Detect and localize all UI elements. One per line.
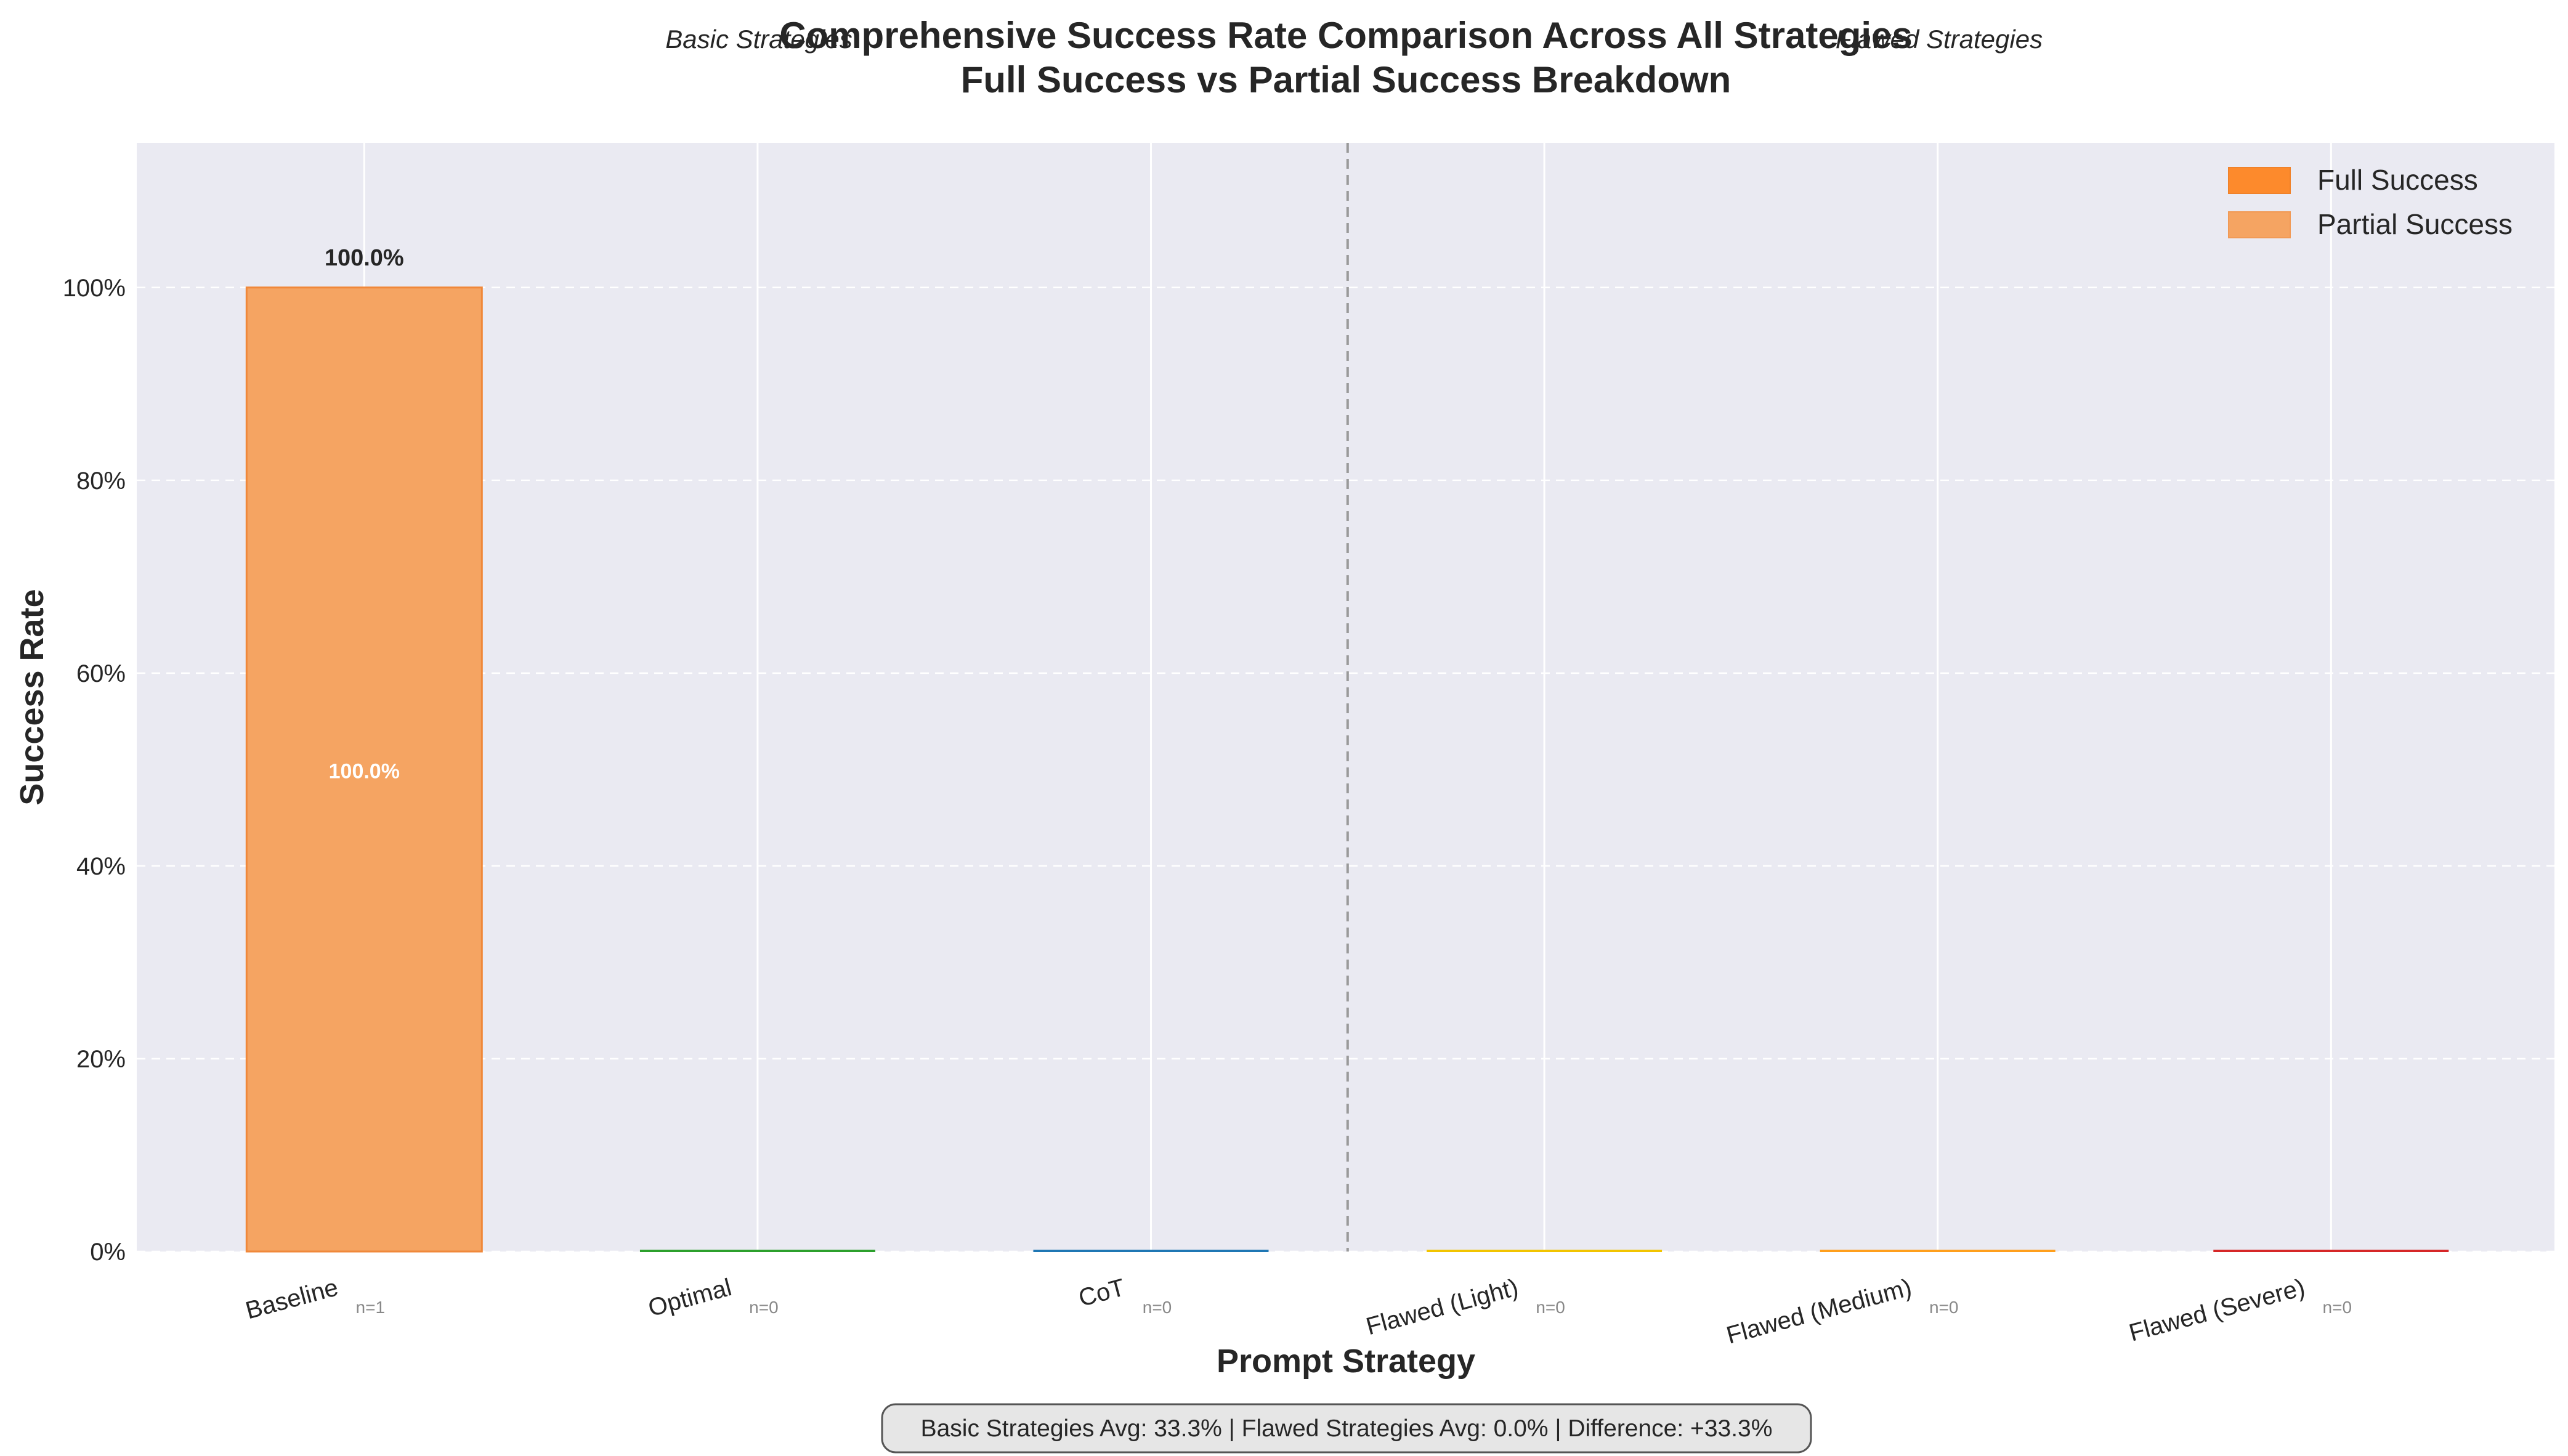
count-label-4: n=0	[1929, 1298, 1959, 1317]
legend: Full Success Partial Success	[2228, 164, 2513, 240]
y-tick-label: 0%	[90, 1239, 126, 1266]
y-tick-label: 100%	[63, 275, 126, 302]
chart-title-line2: Full Success vs Partial Success Breakdow…	[961, 59, 1732, 100]
x-tick-label-3: Flawed (Light)	[1363, 1274, 1521, 1340]
count-label-5: n=0	[2323, 1298, 2352, 1317]
legend-label-full-success: Full Success	[2317, 164, 2478, 196]
bar-inside-label-0: 100.0%	[329, 759, 400, 783]
y-tick-label: 60%	[76, 660, 126, 687]
summary-box-background	[881, 1403, 1812, 1454]
x-tick-label-1: Optimal	[646, 1274, 735, 1322]
y-tick-label: 40%	[76, 853, 126, 880]
bars	[245, 286, 2449, 1253]
group-label-flawed: Flawed Strategies	[1836, 25, 2043, 54]
plot-area	[137, 143, 2554, 1252]
legend-label-partial-success: Partial Success	[2317, 208, 2513, 240]
count-label-2: n=0	[1143, 1298, 1172, 1317]
x-tick-label-5: Flawed (Severe)	[2126, 1274, 2308, 1346]
y-tick-label: 20%	[76, 1046, 126, 1073]
x-tick-label-4: Flawed (Medium)	[1723, 1274, 1914, 1349]
bar-partial-success-0	[245, 286, 483, 1253]
legend-swatch-partial-success	[2228, 211, 2291, 238]
count-label-1: n=0	[749, 1298, 779, 1317]
y-axis-title: Success Rate	[14, 589, 51, 805]
legend-swatch-full-success	[2228, 167, 2291, 194]
x-axis-title: Prompt Strategy	[1217, 1343, 1475, 1380]
summary-box: Basic Strategies Avg: 33.3% | Flawed Str…	[881, 1403, 1812, 1454]
grid-lines	[137, 143, 2554, 1253]
summary-text: Basic Strategies Avg: 33.3% | Flawed Str…	[921, 1415, 1773, 1442]
x-tick-label-2: CoT	[1075, 1274, 1127, 1312]
bar-top-label-0: 100.0%	[325, 245, 404, 271]
chart-title-line1: Comprehensive Success Rate Comparison Ac…	[779, 15, 1913, 56]
count-label-0: n=1	[356, 1298, 386, 1317]
count-label-3: n=0	[1536, 1298, 1565, 1317]
group-label-basic: Basic Strategies	[665, 25, 852, 54]
x-tick-label-0: Baseline	[243, 1274, 341, 1324]
y-tick-label: 80%	[76, 467, 126, 495]
data-labels: 100.0% 100.0%	[325, 245, 404, 783]
